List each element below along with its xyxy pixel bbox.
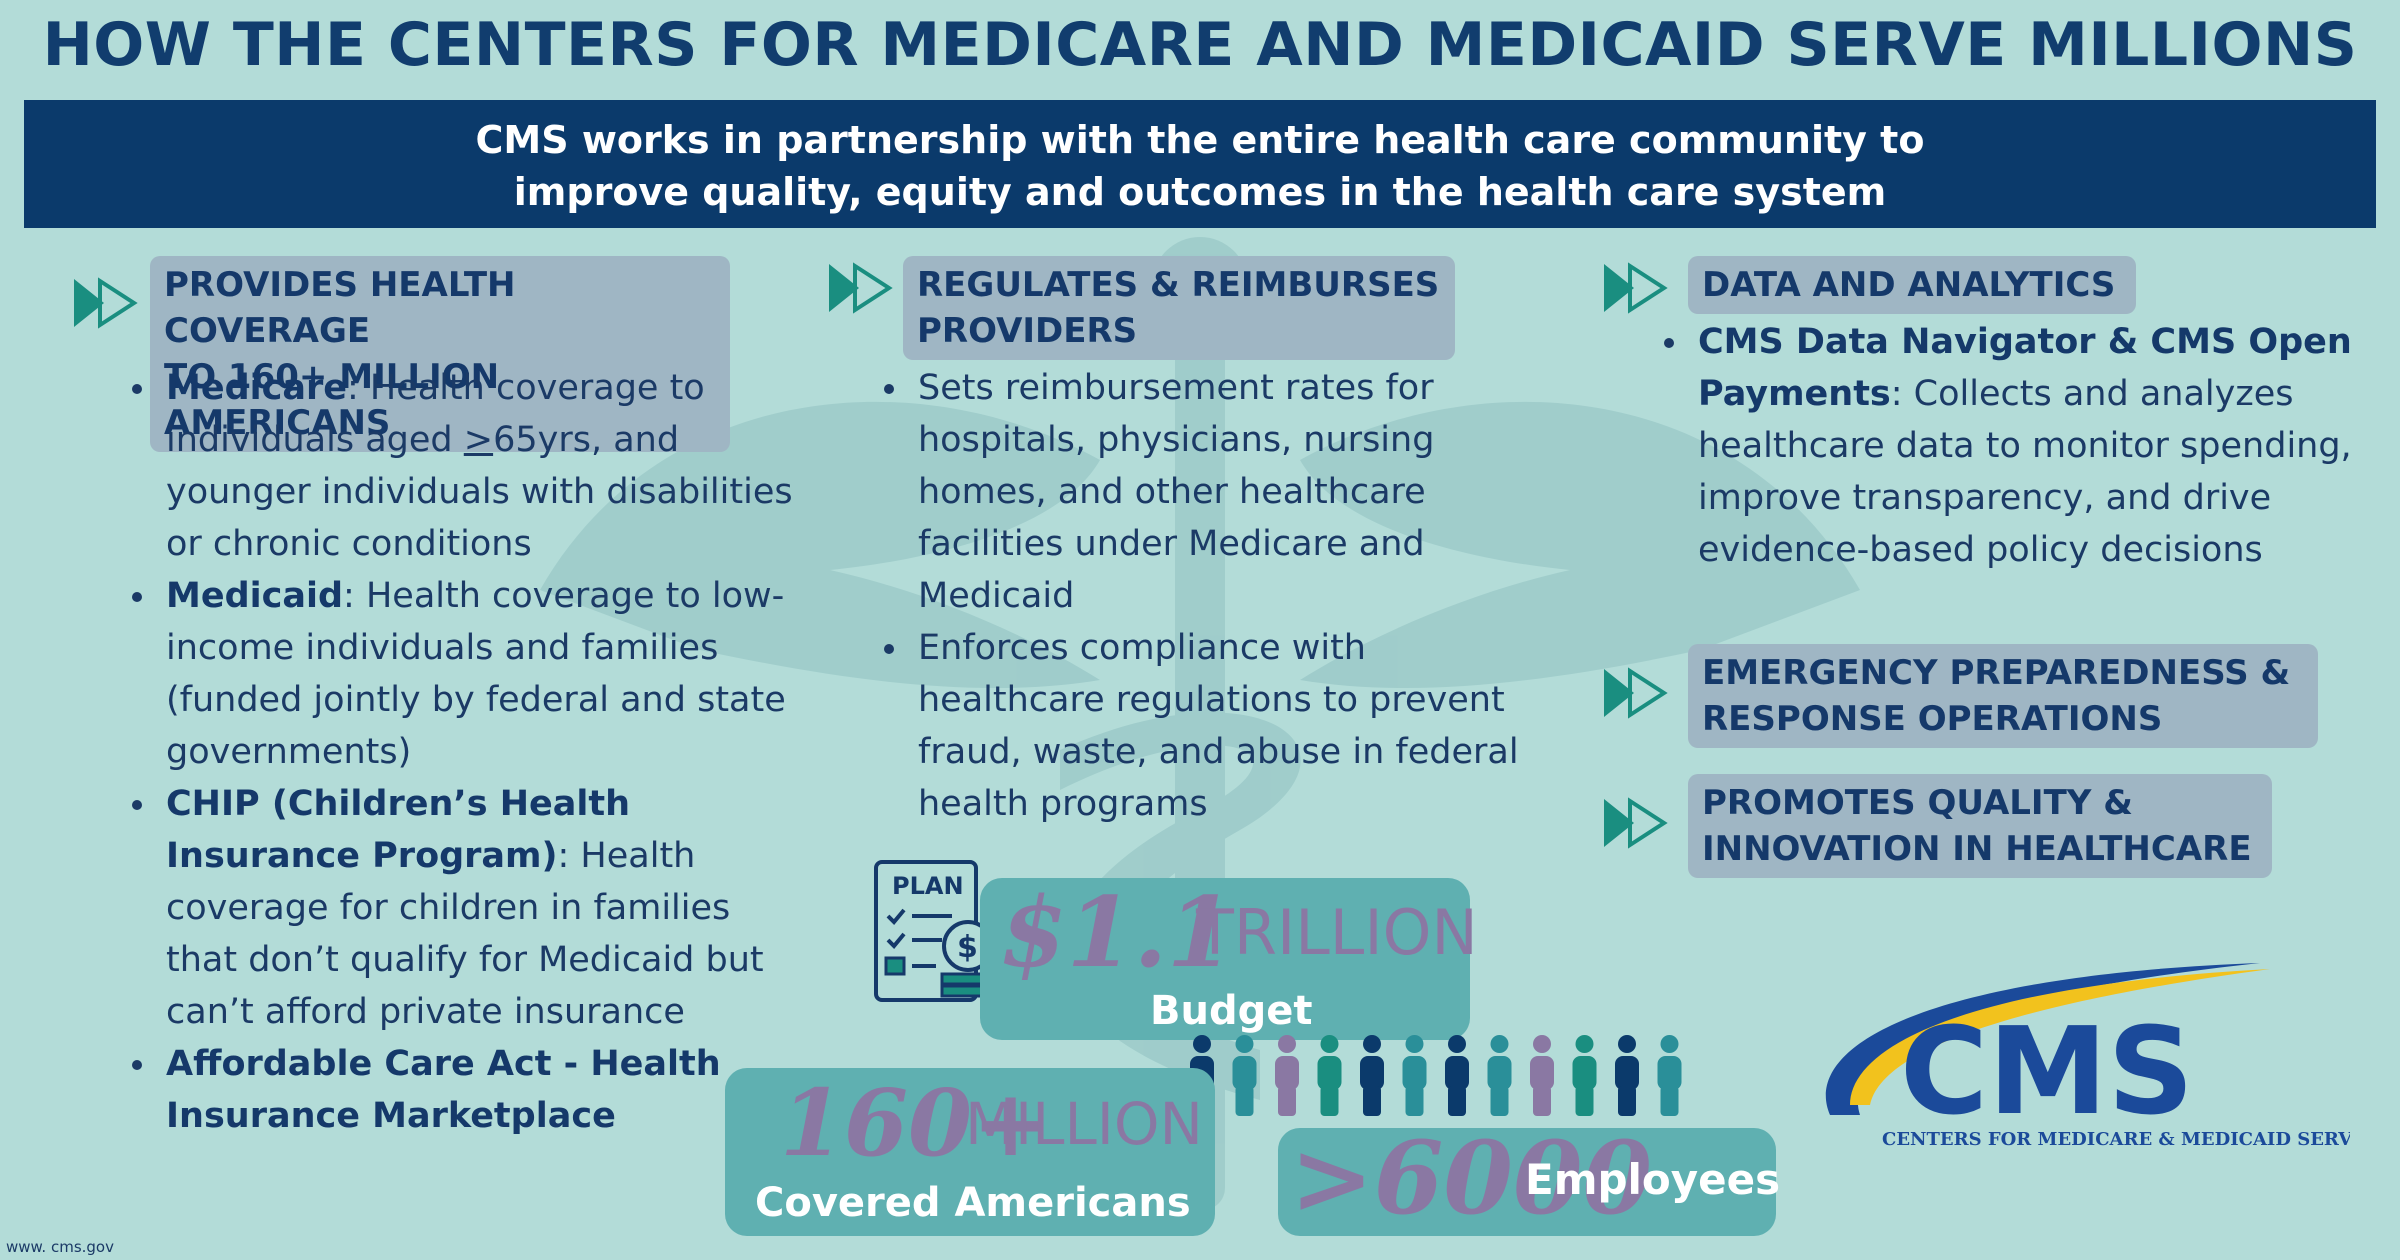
person-icon — [1360, 1035, 1384, 1116]
budget-unit: TRILLION — [1196, 896, 1478, 969]
covered-unit: MILLION — [965, 1090, 1203, 1158]
employees-label: Employees — [1525, 1155, 1781, 1204]
double-arrow-icon — [1604, 262, 1668, 314]
banner-line-2: improve quality, equity and outcomes in … — [513, 170, 1887, 214]
person-icon — [1275, 1035, 1299, 1116]
list-item: CMS Data Navigator & CMS Open Payments: … — [1660, 316, 2360, 576]
plan-clipboard-icon: PLAN $ — [874, 860, 996, 1002]
cms-logo-mark: CMS — [1900, 1003, 2194, 1142]
page-title: HOW THE CENTERS FOR MEDICARE AND MEDICAI… — [42, 10, 2358, 80]
svg-text:$: $ — [957, 930, 978, 965]
person-icon — [1487, 1035, 1512, 1116]
data-analytics-heading: DATA AND ANALYTICS — [1688, 256, 2136, 314]
quality-heading: PROMOTES QUALITY & INNOVATION IN HEALTHC… — [1688, 774, 2272, 878]
mission-banner: CMS works in partnership with the entire… — [24, 100, 2376, 228]
person-icon — [1445, 1035, 1469, 1116]
person-icon — [1572, 1035, 1597, 1116]
list-item: Sets reimbursement rates for hospitals, … — [880, 362, 1540, 622]
person-icon — [1232, 1035, 1257, 1116]
regulates-list: Sets reimbursement rates for hospitals, … — [880, 362, 1540, 830]
list-item: CHIP (Children’s Health Insurance Progra… — [128, 778, 808, 1038]
regulates-heading: REGULATES & REIMBURSES PROVIDERS — [903, 256, 1455, 360]
person-icon — [1402, 1035, 1427, 1116]
person-icon — [1530, 1035, 1554, 1116]
covered-stat-box — [725, 1068, 1215, 1236]
double-arrow-icon — [1604, 797, 1668, 849]
employees-value: >6000 — [1290, 1119, 1653, 1237]
double-arrow-icon — [74, 277, 138, 329]
covered-value: 160+ — [780, 1069, 1050, 1177]
employees-stat-box — [1278, 1128, 1776, 1236]
list-item: Medicare: Health coverage to individuals… — [128, 362, 808, 570]
double-arrow-icon — [829, 262, 893, 314]
plan-label: PLAN — [892, 872, 964, 900]
data-analytics-list: CMS Data Navigator & CMS Open Payments: … — [1660, 316, 2360, 576]
list-item: Medicaid: Health coverage to low-income … — [128, 570, 808, 778]
cms-logo: CMS CENTERS FOR MEDICARE & MEDICAID SERV… — [1825, 963, 2350, 1150]
budget-label: Budget — [1150, 988, 1313, 1034]
budget-value: $1.1 — [1000, 876, 1234, 989]
list-item: Enforces compliance with healthcare regu… — [880, 622, 1540, 830]
banner-line-1: CMS works in partnership with the entire… — [475, 118, 1925, 162]
footer-url: www. cms.gov — [6, 1238, 114, 1256]
cms-logo-subtitle: CENTERS FOR MEDICARE & MEDICAID SERVICES — [1882, 1129, 2350, 1150]
person-icon — [1657, 1035, 1682, 1116]
people-row-icon — [1190, 1035, 1682, 1116]
covered-label: Covered Americans — [755, 1180, 1191, 1226]
double-arrow-icon — [1604, 667, 1668, 719]
person-icon — [1615, 1035, 1639, 1116]
coverage-list: Medicare: Health coverage to individuals… — [128, 362, 808, 1142]
list-item: Affordable Care Act - Health Insurance M… — [128, 1038, 808, 1142]
coverage-heading: PROVIDES HEALTH COVERAGE TO 160+ MILLION… — [150, 256, 730, 452]
person-icon — [1317, 1035, 1342, 1116]
emergency-heading: EMERGENCY PREPAREDNESS & RESPONSE OPERAT… — [1688, 644, 2318, 748]
budget-stat-box — [980, 878, 1470, 1040]
